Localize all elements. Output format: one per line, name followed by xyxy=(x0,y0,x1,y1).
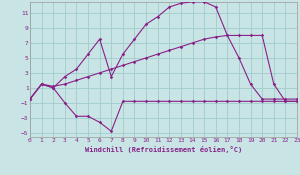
X-axis label: Windchill (Refroidissement éolien,°C): Windchill (Refroidissement éolien,°C) xyxy=(85,146,242,153)
